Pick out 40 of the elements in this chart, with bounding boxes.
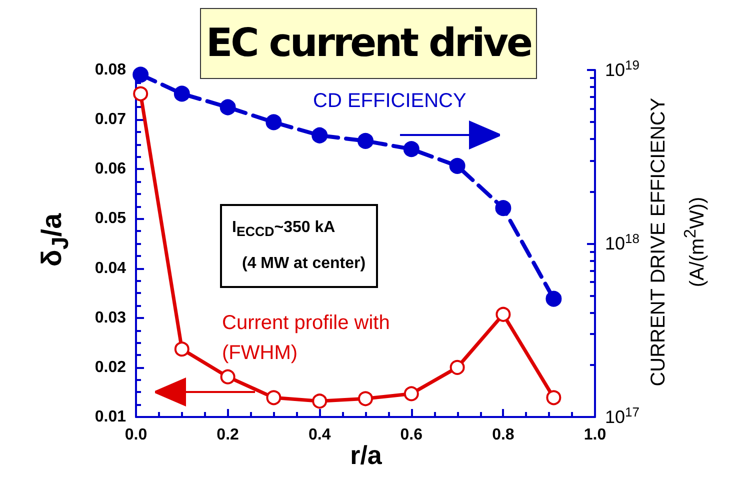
point bbox=[220, 99, 236, 116]
point bbox=[449, 158, 466, 174]
x-tick-label: 0.0 bbox=[124, 426, 148, 444]
point bbox=[312, 127, 328, 144]
x-tick-label: 1.0 bbox=[584, 426, 606, 444]
point bbox=[266, 114, 282, 130]
point bbox=[358, 132, 374, 149]
point bbox=[546, 290, 562, 307]
y-tick-label: 0.04 bbox=[94, 260, 126, 277]
y-tick-label: 0.03 bbox=[94, 309, 126, 326]
point bbox=[266, 390, 282, 406]
y-tick-label: 0.07 bbox=[94, 111, 126, 128]
point bbox=[174, 86, 190, 102]
x-tick-label: 0.8 bbox=[492, 426, 514, 444]
x-tick-label: 0.4 bbox=[308, 426, 331, 444]
point bbox=[495, 200, 512, 216]
point bbox=[358, 391, 373, 406]
point bbox=[546, 390, 562, 406]
point bbox=[403, 141, 420, 158]
point bbox=[132, 66, 149, 83]
point bbox=[312, 394, 328, 409]
annotation: (4 MW at center) bbox=[241, 254, 366, 274]
x-tick-label: 0.2 bbox=[216, 426, 240, 444]
point bbox=[404, 386, 419, 402]
point bbox=[174, 342, 190, 357]
point bbox=[133, 86, 148, 102]
series-label: Current profile with (FWHM) bbox=[222, 311, 391, 366]
x-axis-title: r/a bbox=[350, 440, 382, 470]
point bbox=[450, 360, 465, 375]
point bbox=[220, 369, 236, 384]
y-tick-label: 0.08 bbox=[94, 62, 126, 78]
x-tick-label: 0.6 bbox=[400, 426, 423, 444]
y-tick-label: 0.02 bbox=[94, 358, 126, 376]
annotation: I$_{ECCD}$~350 kA bbox=[232, 218, 336, 242]
point bbox=[496, 306, 511, 322]
y-tick-label: 0.05 bbox=[94, 210, 126, 228]
chart-title: EC current drive bbox=[200, 8, 537, 79]
y-tick-label: 0.06 bbox=[94, 160, 126, 178]
y-tick-label: 0.01 bbox=[94, 408, 126, 426]
series-label: CD EFFICIENCY bbox=[313, 90, 466, 113]
